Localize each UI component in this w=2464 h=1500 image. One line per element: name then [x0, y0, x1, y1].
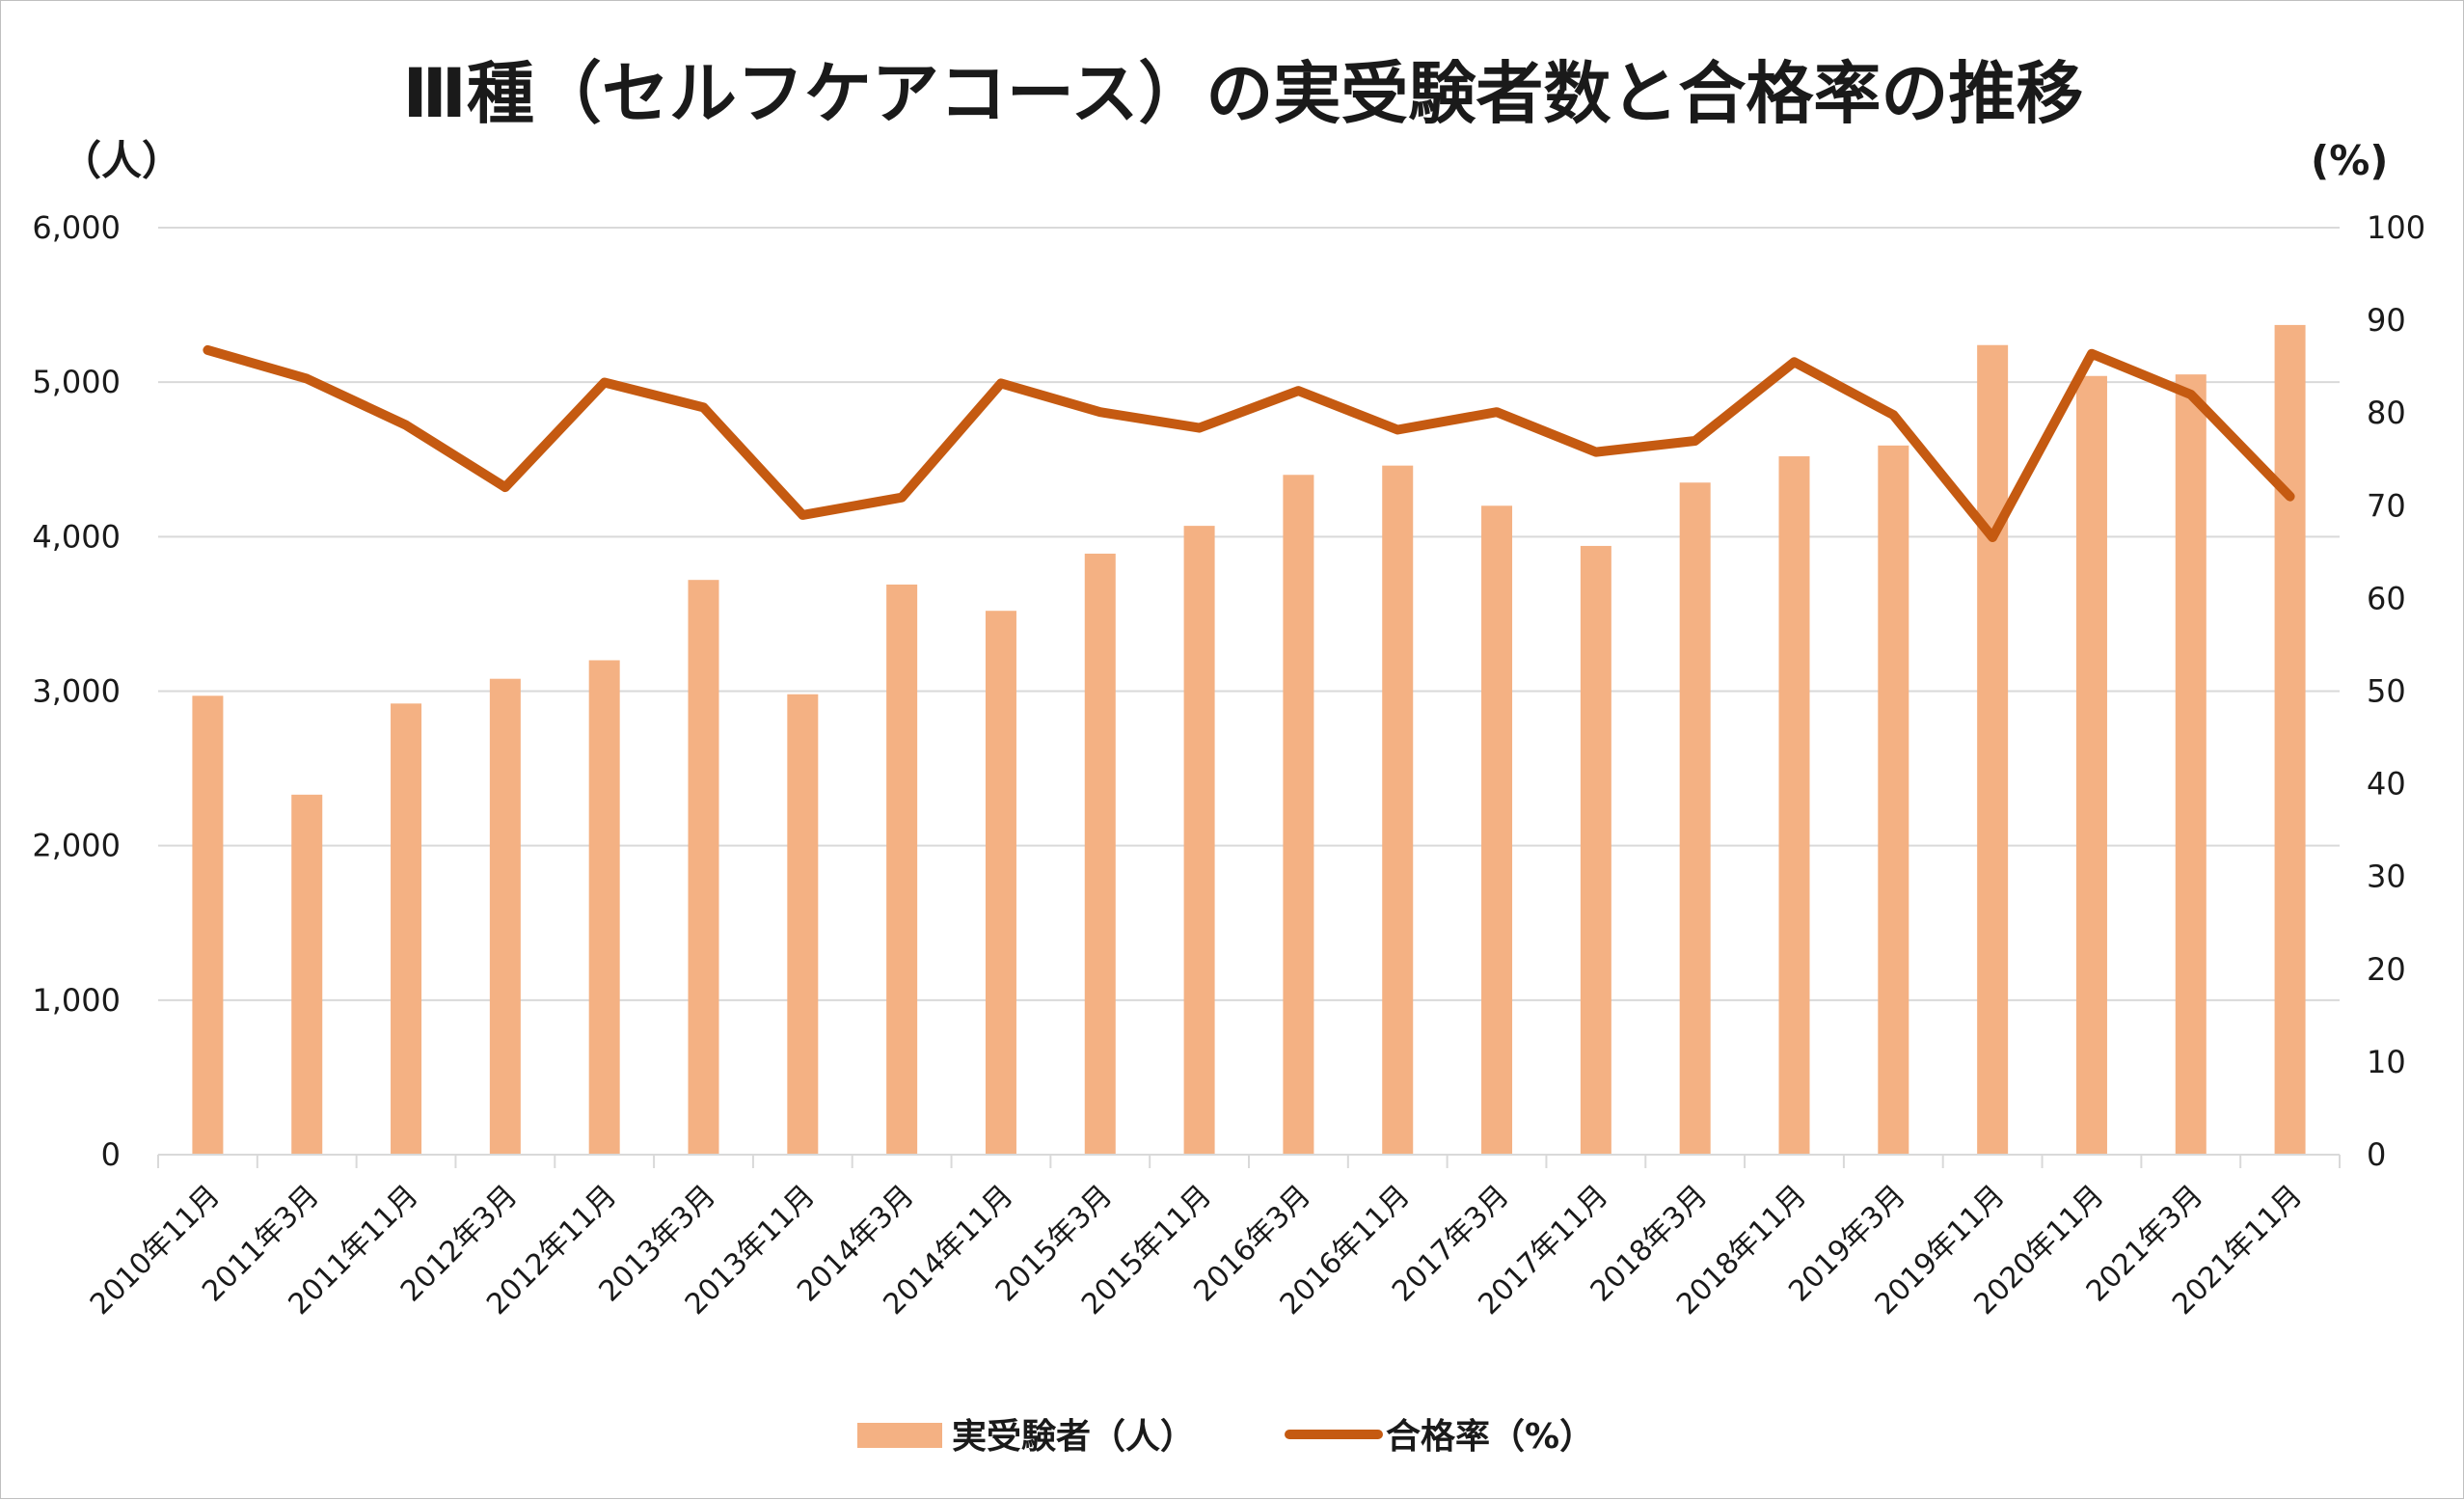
bar [1283, 475, 1313, 1155]
left-tick-label: 2,000 [32, 828, 121, 864]
bar [1184, 526, 1215, 1155]
right-tick-label: 100 [2367, 209, 2425, 246]
bar [1878, 446, 1909, 1155]
left-tick-label: 5,000 [32, 364, 121, 400]
bar [1680, 482, 1711, 1155]
bar [689, 580, 719, 1155]
bar [490, 679, 521, 1155]
right-tick-label: 50 [2367, 673, 2406, 710]
bar [2076, 376, 2107, 1155]
gridlines [158, 228, 2340, 1000]
legend-bar-label: 実受験者（人） [952, 1417, 1195, 1457]
bar-series [192, 325, 2305, 1155]
bar [589, 660, 620, 1155]
bar [1382, 466, 1413, 1155]
bar [986, 611, 1016, 1155]
bar [291, 795, 322, 1155]
bar [1481, 505, 1512, 1155]
left-axis-unit: （人） [61, 137, 182, 184]
bar [1779, 456, 1810, 1155]
chart-title: Ⅲ種（セルフケアコース）の実受験者数と合格率の推移 [403, 54, 2084, 133]
right-tick-label: 40 [2367, 766, 2406, 803]
bar [192, 695, 223, 1155]
right-tick-label: 20 [2367, 951, 2406, 988]
right-tick-label: 70 [2367, 487, 2406, 524]
bar [787, 695, 818, 1155]
legend-bar-swatch [857, 1423, 942, 1448]
right-tick-label: 60 [2367, 580, 2406, 616]
category-label: 2010年11月 [84, 1179, 227, 1322]
right-axis-unit: (%) [2311, 137, 2388, 184]
right-tick-label: 0 [2367, 1136, 2386, 1173]
left-y-axis-ticks: 0 1,000 2,000 3,000 4,000 5,000 6,000 [32, 209, 121, 1173]
x-axis-tick-labels: 2010年11月2011年3月2011年11月2012年3月2012年11月20… [84, 1179, 2309, 1322]
bar [1977, 345, 2008, 1155]
right-y-axis-ticks: 0 10 20 30 40 50 60 70 80 90 100 [2367, 209, 2425, 1173]
right-tick-label: 30 [2367, 859, 2406, 895]
left-tick-label: 6,000 [32, 209, 121, 246]
x-axis [158, 1155, 2340, 1168]
bar [1085, 554, 1116, 1155]
bar [886, 585, 917, 1155]
legend: 実受験者（人） 合格率（%） [857, 1417, 1594, 1457]
left-tick-label: 0 [101, 1136, 121, 1173]
left-tick-label: 3,000 [32, 673, 121, 710]
right-tick-label: 80 [2367, 395, 2406, 431]
bar [2275, 325, 2306, 1155]
left-tick-label: 4,000 [32, 518, 121, 555]
right-tick-label: 10 [2367, 1044, 2406, 1080]
legend-line-label: 合格率（%） [1386, 1417, 1594, 1457]
bar [391, 703, 421, 1155]
right-tick-label: 90 [2367, 302, 2406, 339]
left-tick-label: 1,000 [32, 982, 121, 1019]
bar [1581, 546, 1611, 1155]
bar [2176, 374, 2207, 1155]
